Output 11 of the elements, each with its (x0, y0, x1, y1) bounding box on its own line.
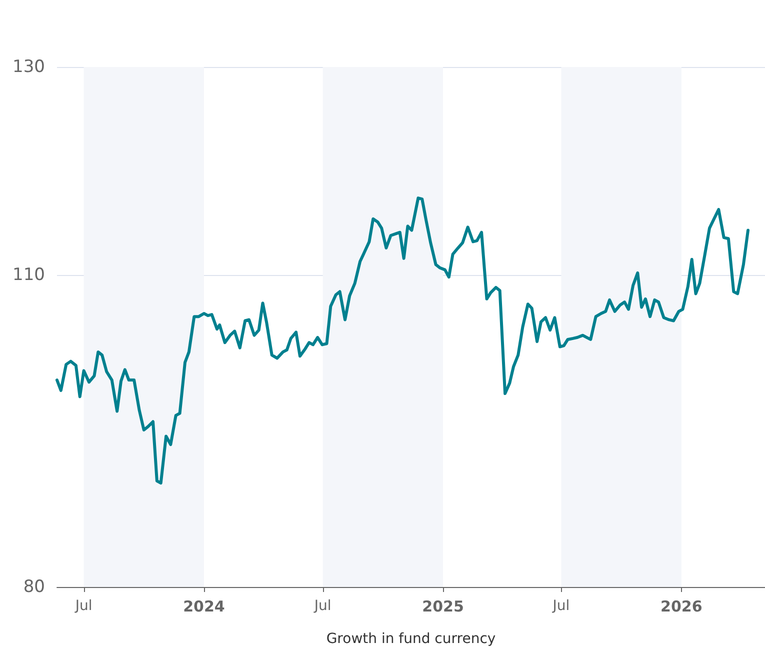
y-tick-label: 130 (12, 57, 45, 77)
x-tick-label: 2024 (183, 598, 225, 616)
x-tick-label: Jul (74, 598, 92, 614)
x-tick-label: Jul (552, 598, 570, 614)
x-tick-label: Jul (313, 598, 332, 614)
x-axis-title: Growth in fund currency (326, 631, 496, 647)
x-tick-label: 2026 (660, 598, 702, 616)
line-series (56, 196, 750, 484)
y-tick-label: 80 (23, 577, 45, 597)
x-tick-label: 2025 (422, 598, 464, 616)
y-tick-label: 110 (12, 265, 45, 285)
